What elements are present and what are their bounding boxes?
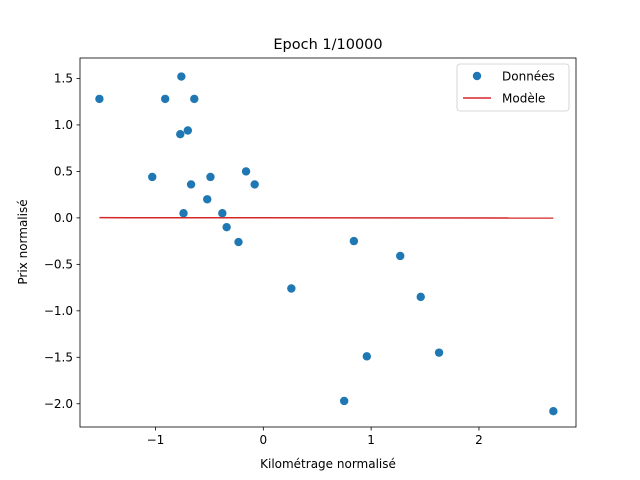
data-point bbox=[218, 209, 227, 218]
legend-label: Données bbox=[502, 69, 555, 83]
data-point bbox=[362, 352, 372, 361]
legend-marker-scatter bbox=[472, 71, 482, 81]
data-point bbox=[349, 236, 359, 246]
y-tick-label: −2.0 bbox=[44, 397, 73, 411]
data-point bbox=[549, 406, 558, 416]
plot-area bbox=[95, 72, 558, 416]
y-axis-label: Prix normalisé bbox=[16, 199, 30, 284]
x-tick-label: 1 bbox=[367, 433, 375, 447]
data-point bbox=[176, 130, 185, 139]
y-tick-label: 1.0 bbox=[54, 118, 73, 132]
data-point bbox=[206, 172, 215, 182]
x-axis-label: Kilométrage normalisé bbox=[260, 457, 396, 471]
data-point bbox=[203, 195, 212, 204]
legend-box bbox=[456, 63, 570, 112]
data-point bbox=[234, 237, 243, 247]
x-tick-label: 0 bbox=[259, 433, 267, 447]
data-point bbox=[190, 94, 199, 104]
data-point bbox=[222, 222, 231, 232]
axes: −1 0 1 2 −2.0 −1.5 −1.0 −0.5 0.0 0.5 1.0 1.5 bbox=[44, 57, 577, 447]
x-tick-label: −1 bbox=[147, 433, 165, 447]
data-point bbox=[339, 396, 349, 406]
y-tick-label: 0.0 bbox=[54, 211, 73, 225]
y-tick-label: −1.0 bbox=[44, 304, 73, 318]
data-point bbox=[287, 284, 296, 293]
data-point bbox=[160, 94, 170, 104]
data-point bbox=[250, 180, 259, 189]
chart-title: Epoch 1/10000 bbox=[273, 37, 382, 53]
data-point bbox=[186, 180, 196, 189]
data-point bbox=[95, 94, 104, 104]
axes-frame bbox=[79, 57, 577, 428]
data-point bbox=[177, 72, 186, 81]
data-point bbox=[183, 126, 193, 135]
y-tick-label: −1.5 bbox=[44, 351, 73, 365]
legend-label: Modèle bbox=[502, 91, 545, 105]
x-tick-label: 2 bbox=[475, 433, 483, 447]
data-point bbox=[396, 251, 405, 261]
data-point bbox=[434, 348, 444, 357]
data-point bbox=[241, 167, 251, 176]
data-point bbox=[179, 209, 188, 218]
y-tick-label: 0.5 bbox=[54, 165, 73, 179]
y-tick-label: −0.5 bbox=[44, 258, 73, 272]
y-tick-label: 1.5 bbox=[54, 72, 73, 86]
data-point bbox=[148, 172, 157, 182]
legend: Données Modèle bbox=[456, 63, 570, 112]
data-point bbox=[416, 292, 425, 302]
